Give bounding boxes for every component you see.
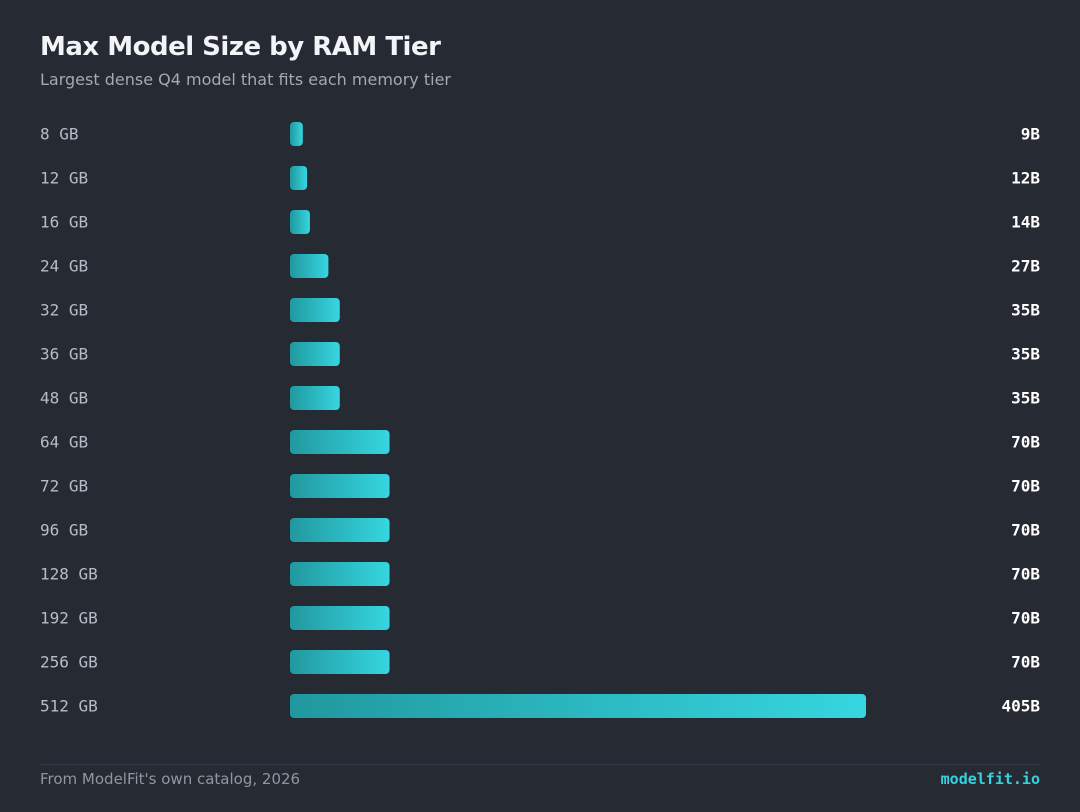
- bar-row-512-gb: 512 GB 405B: [40, 694, 1040, 718]
- bar-row-72-gb: 72 GB 70B: [40, 474, 1040, 498]
- bar-96-gb: [290, 518, 390, 542]
- bar-row-48-gb: 48 GB 35B: [40, 386, 1040, 410]
- tier-label: 8 GB: [40, 125, 79, 144]
- bar-row-256-gb: 256 GB 70B: [40, 650, 1040, 674]
- bar-row-192-gb: 192 GB 70B: [40, 606, 1040, 630]
- bar-row-32-gb: 32 GB 35B: [40, 298, 1040, 322]
- tier-label: 512 GB: [40, 697, 98, 716]
- bar-8-gb: [290, 122, 303, 146]
- bar-16-gb: [290, 210, 310, 234]
- tier-label: 48 GB: [40, 389, 88, 408]
- value-label: 35B: [1011, 301, 1040, 320]
- footer-divider: [40, 764, 1040, 765]
- bar-72-gb: [290, 474, 390, 498]
- value-label: 35B: [1011, 389, 1040, 408]
- tier-label: 12 GB: [40, 169, 88, 188]
- bar-128-gb: [290, 562, 390, 586]
- bar-row-96-gb: 96 GB 70B: [40, 518, 1040, 542]
- value-label: 70B: [1011, 609, 1040, 628]
- tier-label: 256 GB: [40, 653, 98, 672]
- bar-36-gb: [290, 342, 340, 366]
- tier-label: 64 GB: [40, 433, 88, 452]
- brand-link[interactable]: modelfit.io: [940, 770, 1040, 788]
- tier-label: 32 GB: [40, 301, 88, 320]
- value-label: 35B: [1011, 345, 1040, 364]
- bar-row-12-gb: 12 GB 12B: [40, 166, 1040, 190]
- bar-48-gb: [290, 386, 340, 410]
- bar-12-gb: [290, 166, 308, 190]
- tier-label: 72 GB: [40, 477, 88, 496]
- bar-row-64-gb: 64 GB 70B: [40, 430, 1040, 454]
- value-label: 27B: [1011, 257, 1040, 276]
- tier-label: 192 GB: [40, 609, 98, 628]
- bar-256-gb: [290, 650, 390, 674]
- bar-24-gb: [290, 254, 329, 278]
- bar-row-36-gb: 36 GB 35B: [40, 342, 1040, 366]
- tier-label: 36 GB: [40, 345, 88, 364]
- value-label: 405B: [1001, 697, 1040, 716]
- value-label: 70B: [1011, 521, 1040, 540]
- bar-64-gb: [290, 430, 390, 454]
- bar-32-gb: [290, 298, 340, 322]
- chart-subtitle: Largest dense Q4 model that fits each me…: [40, 70, 451, 89]
- value-label: 9B: [1021, 125, 1041, 144]
- bar-row-128-gb: 128 GB 70B: [40, 562, 1040, 586]
- tier-label: 24 GB: [40, 257, 88, 276]
- tier-label: 128 GB: [40, 565, 98, 584]
- chart-title: Max Model Size by RAM Tier: [40, 32, 441, 62]
- value-label: 70B: [1011, 653, 1040, 672]
- source-note: From ModelFit's own catalog, 2026: [40, 770, 301, 788]
- value-label: 70B: [1011, 477, 1040, 496]
- bar-512-gb: [290, 694, 866, 718]
- value-label: 12B: [1011, 169, 1040, 188]
- bar-row-16-gb: 16 GB 14B: [40, 210, 1040, 234]
- tier-label: 16 GB: [40, 213, 88, 232]
- bar-row-24-gb: 24 GB 27B: [40, 254, 1040, 278]
- value-label: 14B: [1011, 213, 1040, 232]
- value-label: 70B: [1011, 565, 1040, 584]
- tier-label: 96 GB: [40, 521, 88, 540]
- bar-192-gb: [290, 606, 390, 630]
- bar-row-8-gb: 8 GB 9B: [40, 122, 1040, 146]
- value-label: 70B: [1011, 433, 1040, 452]
